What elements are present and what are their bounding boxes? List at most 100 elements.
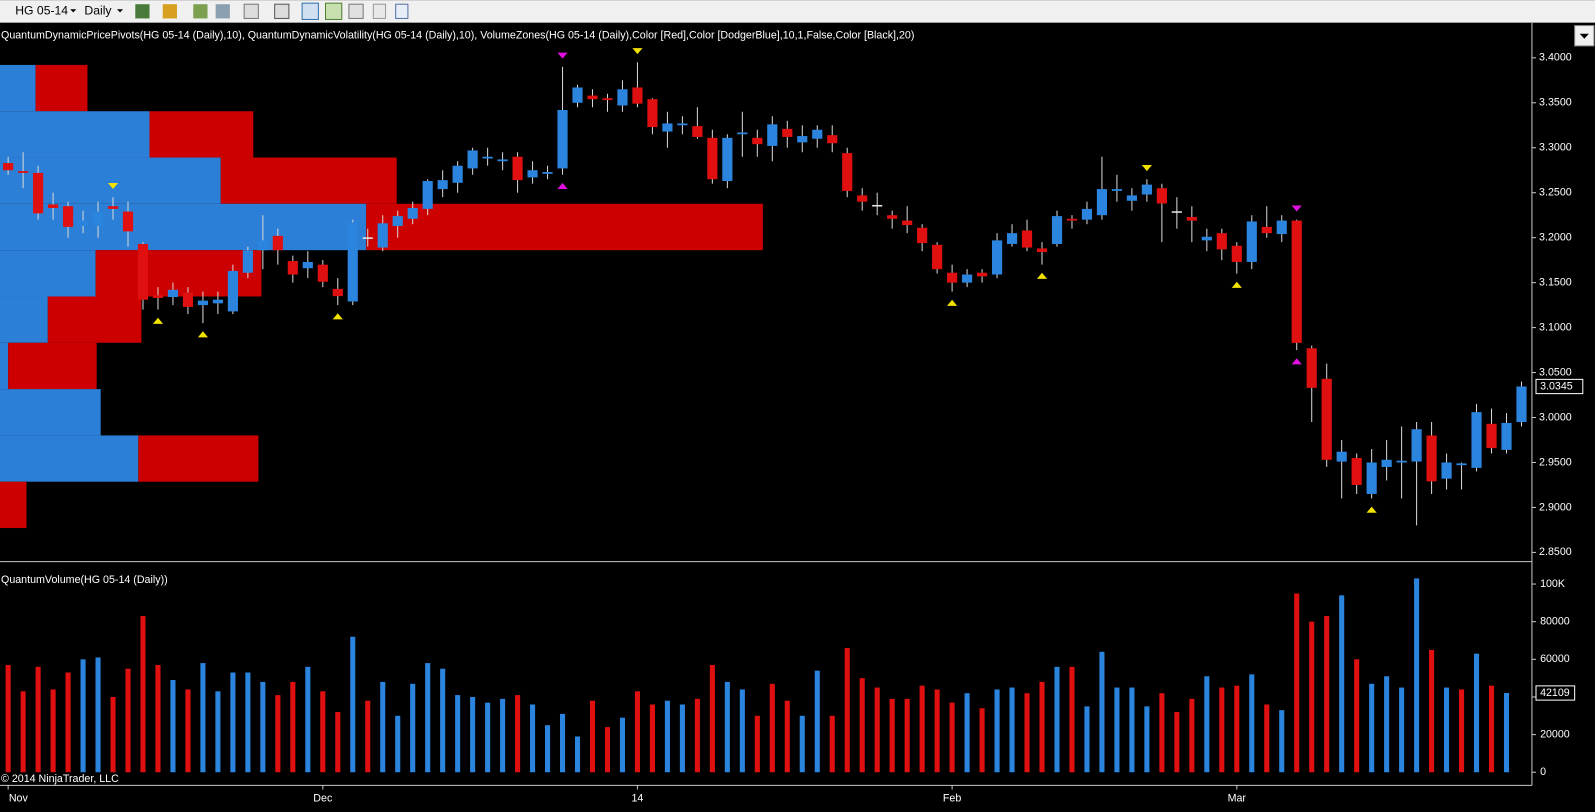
volume-bar xyxy=(679,704,685,773)
candle-body xyxy=(1021,230,1033,248)
x-tick-label: Dec xyxy=(313,792,333,804)
volume-marker-box xyxy=(1535,685,1576,701)
dropdown-arrow[interactable] xyxy=(116,9,124,13)
candle-body xyxy=(242,250,253,273)
volume-bar xyxy=(215,691,221,773)
candle-body xyxy=(1426,435,1437,482)
candle-body xyxy=(842,153,853,191)
volume-bar xyxy=(964,693,970,773)
data-box-button[interactable] xyxy=(274,3,290,19)
candle-body xyxy=(257,240,268,251)
zone-sell xyxy=(220,157,397,204)
volume-bar xyxy=(1414,578,1420,773)
candle-body xyxy=(662,123,673,132)
candle-body xyxy=(482,156,493,159)
candle-body xyxy=(1171,211,1182,213)
volume-bar xyxy=(949,702,955,773)
zone-buy xyxy=(0,64,36,112)
templates-button[interactable] xyxy=(395,3,409,19)
volume-bar xyxy=(739,689,745,773)
price-marker-box xyxy=(1535,378,1584,395)
volume-bar xyxy=(574,736,581,773)
chart-style-button[interactable] xyxy=(135,4,150,19)
volume-bar xyxy=(1039,681,1045,773)
volume-bar xyxy=(829,715,835,773)
volume-bar xyxy=(559,713,566,773)
zone-buy xyxy=(0,389,101,436)
candle-body xyxy=(467,150,478,169)
candle-body xyxy=(692,126,703,137)
volume-bar xyxy=(20,691,26,773)
zone-buy xyxy=(0,250,96,297)
volume-bar xyxy=(185,689,191,773)
scroll-arrow[interactable] xyxy=(1579,33,1589,39)
indicator-label: QuantumDynamicPricePivots(HG 05-14 (Dail… xyxy=(1,30,914,42)
cursor-button[interactable] xyxy=(243,3,259,19)
volume-bar xyxy=(455,695,461,773)
indicators-button[interactable] xyxy=(325,2,343,20)
volume-bar xyxy=(410,683,416,773)
candle-body xyxy=(377,223,388,248)
zone-buy xyxy=(0,435,139,482)
volume-bar xyxy=(350,636,356,773)
candle-body xyxy=(392,216,403,226)
volume-bar xyxy=(844,648,850,773)
pivot-low xyxy=(1036,272,1048,279)
volume-bar xyxy=(200,663,206,773)
dropdown-arrow[interactable] xyxy=(70,9,77,13)
volume-bar xyxy=(1129,687,1135,773)
volume-bar xyxy=(245,672,251,773)
volume-bar xyxy=(380,681,386,773)
zoom-out-button[interactable] xyxy=(215,4,230,19)
period-selector[interactable]: Daily xyxy=(84,4,112,18)
candle-body xyxy=(1351,457,1362,485)
candle-body xyxy=(1441,462,1452,479)
volume-bar xyxy=(1264,704,1270,773)
candle-body xyxy=(527,170,538,178)
volume-bar xyxy=(799,715,805,773)
pivot-high xyxy=(632,48,643,55)
strategies-button[interactable] xyxy=(348,3,364,19)
y-tick-label: 3.2000 xyxy=(1539,231,1572,243)
volume-bar xyxy=(1279,710,1285,773)
candle-body xyxy=(827,135,838,144)
volume-bar xyxy=(1309,621,1315,773)
volume-bar xyxy=(5,664,11,773)
volume-bar xyxy=(1204,676,1210,773)
volume-bar xyxy=(1084,706,1090,773)
candle-body xyxy=(1246,221,1257,262)
candle-body xyxy=(752,137,763,145)
volume-bar xyxy=(1339,595,1345,773)
zoom-in-button[interactable] xyxy=(193,4,208,19)
properties-button[interactable] xyxy=(372,3,387,19)
candle-body xyxy=(1156,188,1167,204)
candle-body xyxy=(677,123,688,126)
candle-body xyxy=(1396,460,1407,463)
candle-body xyxy=(1231,245,1242,262)
candle-body xyxy=(197,300,209,306)
candle-body xyxy=(77,220,89,226)
volume-bar xyxy=(724,681,730,773)
pivot-high xyxy=(107,182,119,190)
candle-body xyxy=(1081,208,1093,220)
candle-body xyxy=(422,181,433,209)
toolbar-bg xyxy=(0,0,1595,23)
candle-body xyxy=(18,171,29,173)
candle-body xyxy=(917,227,928,244)
candle-body xyxy=(1036,248,1048,253)
volume-bar xyxy=(1054,666,1060,773)
candle-body xyxy=(872,204,883,207)
instrument-selector[interactable]: HG 05-14 xyxy=(15,4,68,18)
volume-bar xyxy=(1294,593,1300,773)
volume-bar xyxy=(1473,653,1480,773)
draw-button[interactable] xyxy=(162,4,177,19)
volume-bar xyxy=(140,616,146,773)
volume-bar xyxy=(1189,698,1195,773)
candle-body xyxy=(1471,412,1482,468)
bars-button[interactable] xyxy=(301,2,319,20)
candle-body xyxy=(737,132,748,135)
candle-body xyxy=(587,95,598,100)
volume-bar xyxy=(1444,687,1450,773)
zone-sell xyxy=(8,342,97,390)
candle-body xyxy=(182,292,194,307)
